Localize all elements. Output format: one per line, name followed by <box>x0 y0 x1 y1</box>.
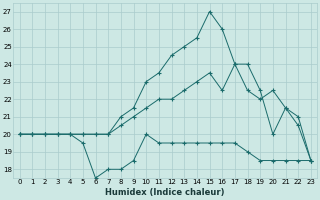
X-axis label: Humidex (Indice chaleur): Humidex (Indice chaleur) <box>106 188 225 197</box>
